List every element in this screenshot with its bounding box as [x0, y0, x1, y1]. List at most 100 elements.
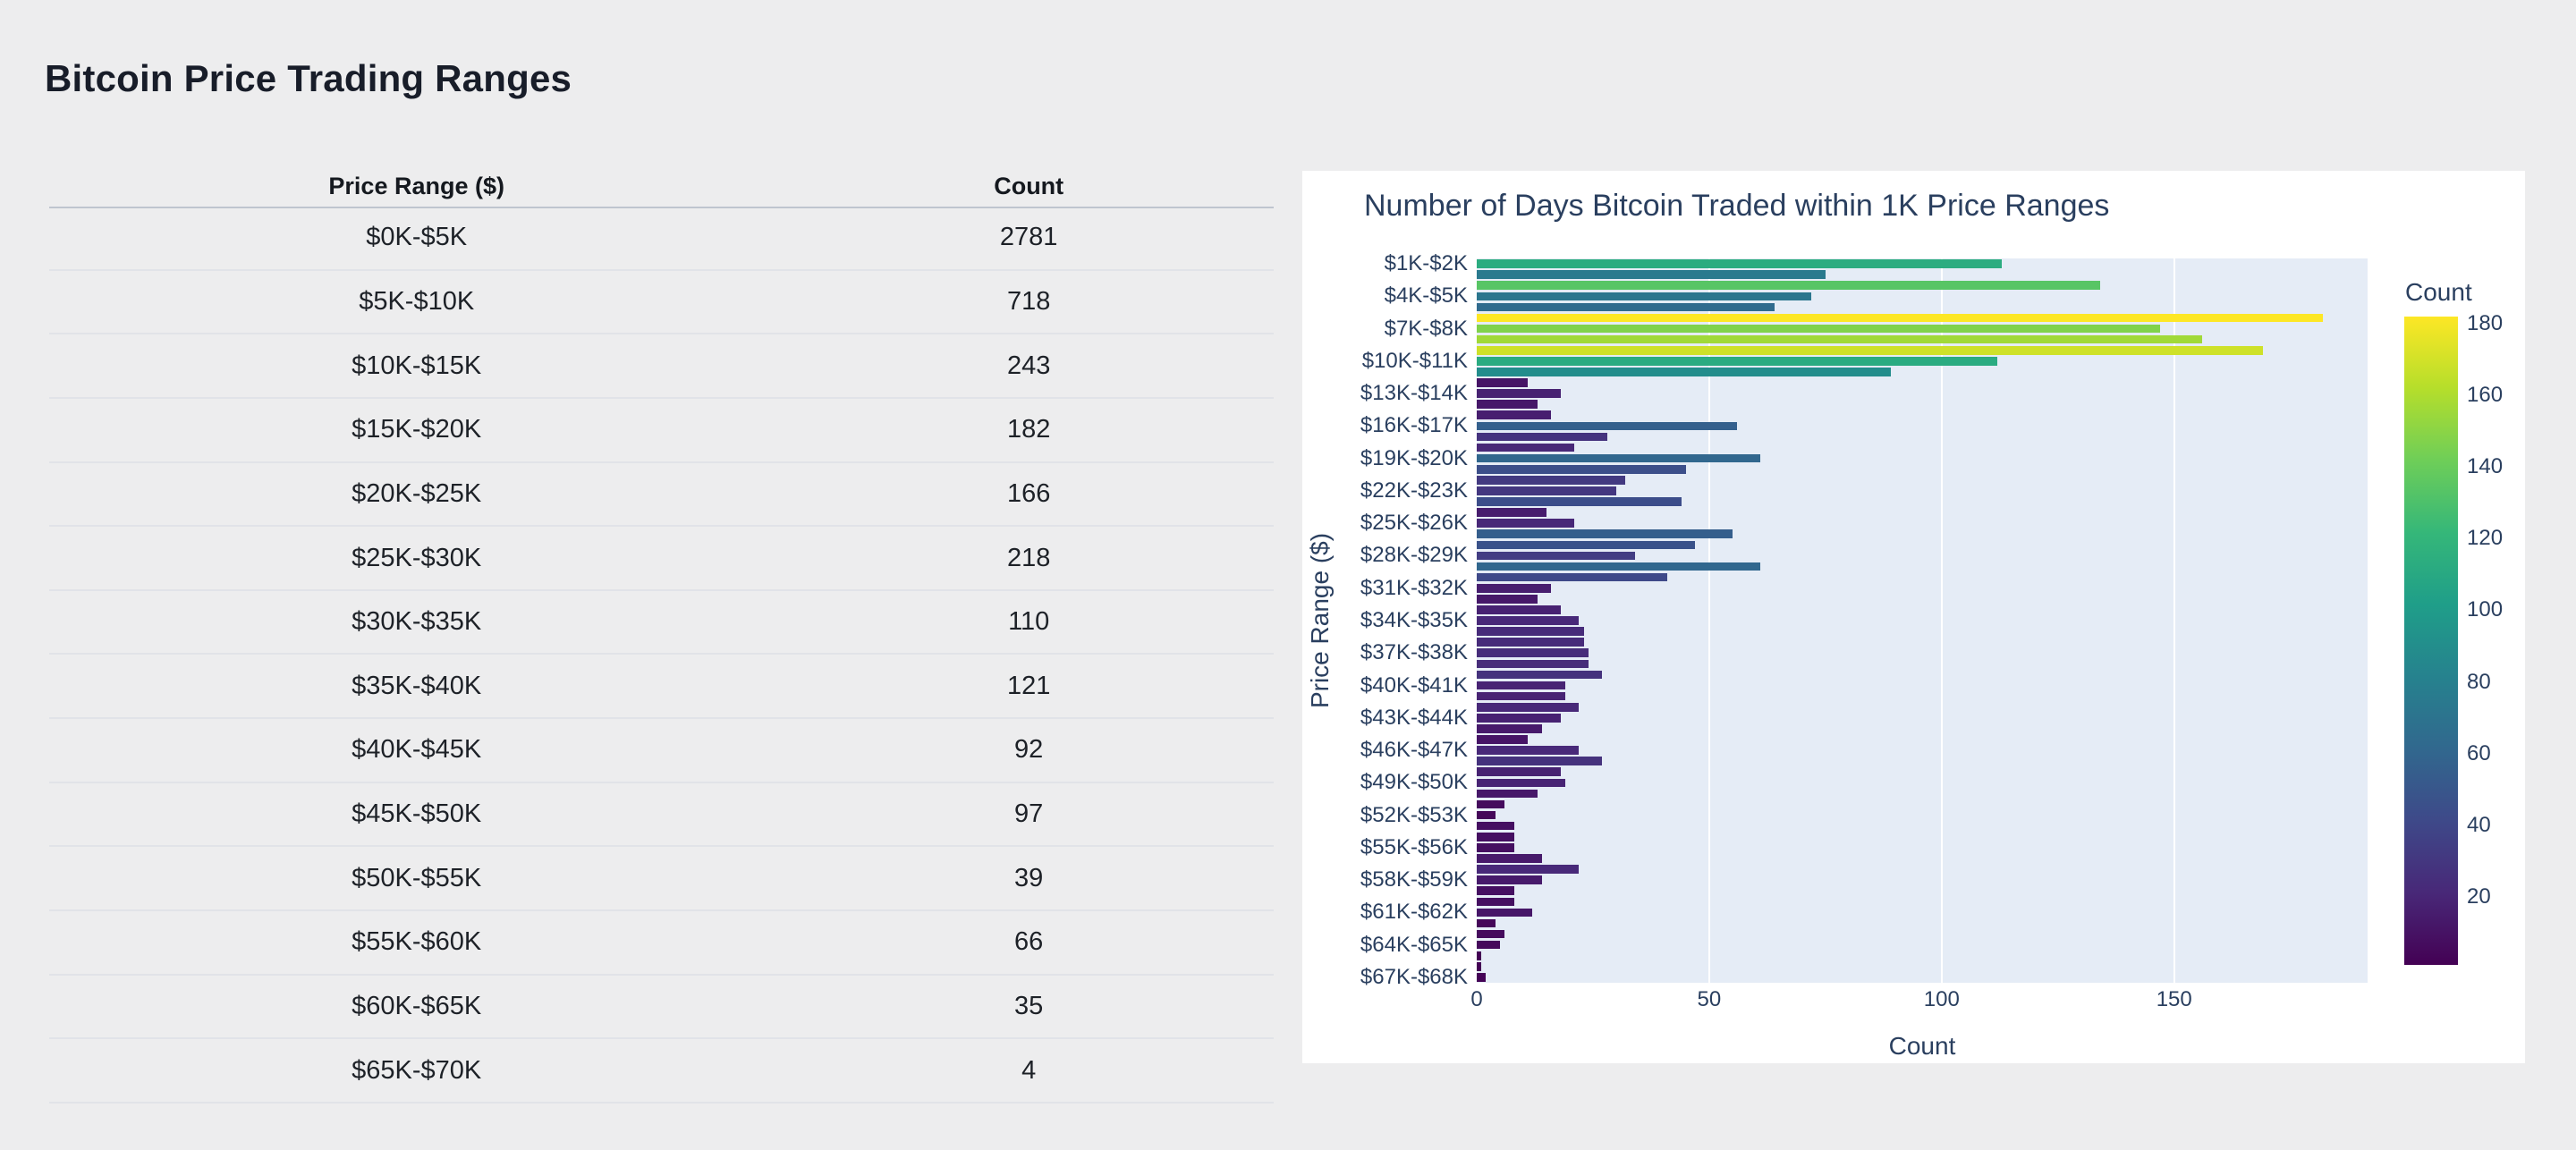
chart-card: Number of Days Bitcoin Traded within 1K …	[1302, 171, 2525, 1063]
price-range-cell: $0K-$5K	[366, 223, 468, 252]
bar	[1477, 810, 1496, 820]
price-range-cell: $25K-$30K	[352, 543, 482, 572]
table-row: $50K-$55K 39	[49, 847, 1274, 912]
count-cell: 243	[1006, 351, 1051, 380]
table-row: $15K-$20K 182	[49, 399, 1274, 463]
price-range-cell: $65K-$70K	[352, 1055, 482, 1085]
bar	[1477, 670, 1603, 680]
bar	[1477, 638, 1584, 647]
bar	[1477, 519, 1575, 528]
bar	[1477, 918, 1496, 928]
bar	[1477, 897, 1514, 907]
count-cell: 718	[1006, 286, 1051, 316]
y-tick-label: $67K-$68K	[1360, 964, 1468, 989]
table-row: $65K-$70K 4	[49, 1039, 1274, 1103]
bar	[1477, 443, 1575, 452]
bar	[1477, 714, 1561, 723]
gridline	[2173, 258, 2175, 983]
table-row: $45K-$50K 97	[49, 783, 1274, 848]
bar	[1477, 368, 1891, 376]
y-tick-label: $13K-$14K	[1360, 381, 1468, 406]
bar	[1477, 281, 2100, 291]
bar	[1477, 659, 1589, 669]
bar	[1477, 476, 1626, 485]
bar	[1477, 432, 1607, 442]
bar	[1477, 313, 2324, 323]
bar	[1477, 540, 1696, 550]
price-range-cell: $30K-$35K	[352, 607, 482, 637]
y-tick-label: $43K-$44K	[1360, 705, 1468, 730]
table-row: $5K-$10K 718	[49, 271, 1274, 335]
bar	[1477, 908, 1533, 917]
colorbar-tick-label: 80	[2467, 669, 2491, 694]
table-row: $30K-$35K 110	[49, 591, 1274, 655]
y-tick-label: $40K-$41K	[1360, 672, 1468, 698]
count-cell: 35	[1014, 992, 1044, 1020]
bar	[1477, 616, 1580, 625]
y-tick-label: $16K-$17K	[1360, 413, 1468, 438]
count-cell: 4	[1021, 1055, 1037, 1085]
bar	[1477, 259, 2003, 268]
gridline	[1940, 258, 1943, 983]
y-tick-label: $25K-$26K	[1360, 511, 1468, 536]
price-range-cell: $50K-$55K	[352, 863, 482, 892]
table-row: $10K-$15K 243	[49, 334, 1274, 399]
page-title: Bitcoin Price Trading Ranges	[45, 57, 572, 99]
price-range-cell: $40K-$45K	[352, 735, 482, 765]
bar	[1477, 529, 1733, 539]
y-tick-label: $52K-$53K	[1360, 802, 1468, 827]
bar	[1477, 973, 1487, 982]
y-tick-label: $64K-$65K	[1360, 932, 1468, 957]
colorbar-tick-label: 120	[2467, 526, 2504, 551]
y-tick-label: $31K-$32K	[1360, 575, 1468, 600]
colorbar-gradient	[2404, 317, 2458, 965]
count-cell: 166	[1006, 478, 1051, 508]
y-tick-label: $46K-$47K	[1360, 738, 1468, 763]
bar	[1477, 378, 1529, 387]
bar	[1477, 389, 1561, 398]
y-tick-label: $61K-$62K	[1360, 900, 1468, 925]
bar	[1477, 627, 1584, 636]
table-row: $20K-$25K 166	[49, 463, 1274, 528]
bar	[1477, 486, 1616, 495]
y-tick-label: $10K-$11K	[1361, 348, 1468, 373]
bar	[1477, 843, 1514, 852]
table-row: $55K-$60K 66	[49, 911, 1274, 976]
price-range-cell: $60K-$65K	[352, 992, 482, 1020]
bar	[1477, 778, 1565, 788]
bar	[1477, 302, 1775, 312]
table-row: $0K-$5K 2781	[49, 207, 1274, 271]
bar	[1477, 357, 1998, 366]
column-header-price-range: Price Range ($)	[328, 173, 504, 199]
bar	[1477, 746, 1580, 755]
count-cell: 39	[1014, 863, 1044, 892]
plot-area[interactable]	[1477, 258, 2368, 983]
x-tick-label: 100	[1923, 987, 1960, 1011]
price-range-cell: $10K-$15K	[352, 351, 482, 380]
bar	[1477, 724, 1542, 733]
price-range-cell: $45K-$50K	[352, 799, 482, 829]
table-row: $25K-$30K 218	[49, 527, 1274, 591]
bar	[1477, 421, 1738, 431]
bar	[1477, 605, 1561, 614]
y-tick-label: $58K-$59K	[1360, 867, 1468, 892]
count-cell: 110	[1008, 607, 1050, 637]
bar	[1477, 757, 1603, 765]
bar	[1477, 702, 1580, 712]
colorbar-tick-label: 40	[2467, 812, 2491, 837]
bar	[1477, 962, 1482, 971]
bar	[1477, 324, 2161, 334]
x-axis-title: Count	[1888, 1032, 1956, 1060]
column-header-count: Count	[994, 173, 1064, 199]
bar	[1477, 799, 1505, 809]
colorbar-tick-label: 140	[2467, 454, 2504, 479]
y-tick-label: $55K-$56K	[1360, 834, 1468, 859]
x-tick-label: 50	[1697, 987, 1722, 1011]
colorbar-tick-label: 20	[2467, 884, 2491, 909]
y-tick-label: $28K-$29K	[1360, 543, 1468, 568]
colorbar-title: Count	[2405, 278, 2472, 306]
bar	[1477, 292, 1812, 301]
bar	[1477, 821, 1514, 831]
table-row: $60K-$65K 35	[49, 976, 1274, 1040]
bar	[1477, 940, 1500, 950]
